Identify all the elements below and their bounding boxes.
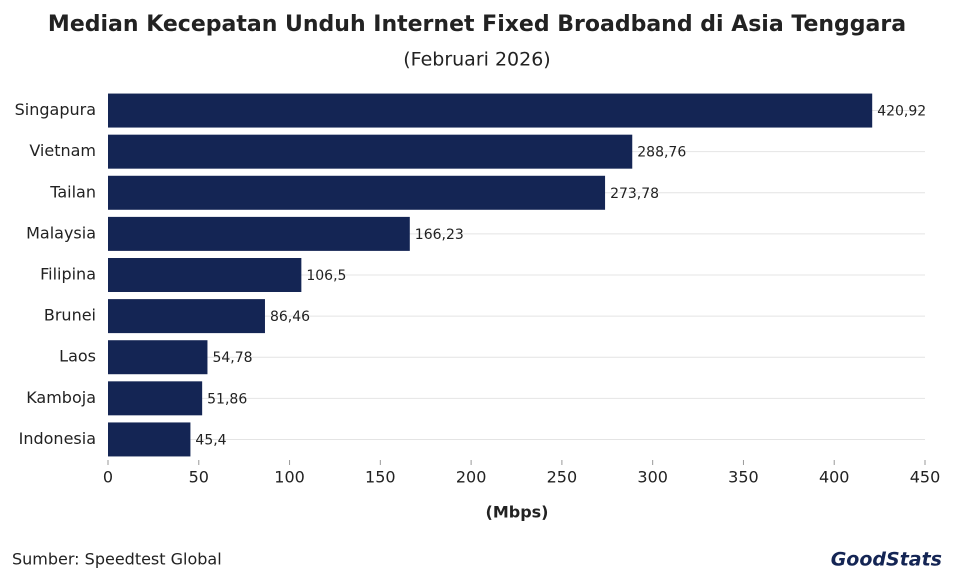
x-tick-label: 350 [728,468,759,487]
chart-title: Median Kecepatan Unduh Internet Fixed Br… [48,12,906,37]
y-tick-label: Tailan [49,182,96,201]
y-tick-label: Filipina [40,265,96,284]
x-tick-label: 150 [365,468,396,487]
value-label: 273,78 [610,186,659,202]
y-tick-label: Malaysia [26,223,96,242]
y-tick-label: Kamboja [26,388,96,407]
x-tick-label: 100 [274,468,305,487]
x-tick-label: 400 [819,468,850,487]
value-label: 86,46 [270,309,310,325]
source-note: Sumber: Speedtest Global [12,550,222,569]
bar [108,340,208,375]
bar [108,299,265,334]
x-axis-label: (Mbps) [486,503,549,522]
bar [108,258,302,292]
bar [108,216,410,251]
bar [108,422,191,457]
bar [108,93,873,128]
bar [108,381,203,416]
logo: GoodStats [831,549,942,571]
chart-subtitle: (Februari 2026) [403,49,550,71]
x-tick-label: 200 [456,468,487,487]
x-tick-label: 450 [910,468,941,487]
x-tick-label: 300 [637,468,668,487]
value-label: 51,86 [207,391,247,407]
y-tick-label: Vietnam [29,141,96,160]
value-label: 420,92 [877,104,926,120]
y-tick-label: Indonesia [19,429,96,448]
x-tick-label: 50 [189,468,209,487]
value-label: 288,76 [637,145,686,161]
value-label: 106,5 [306,268,346,284]
x-tick-label: 250 [547,468,578,487]
bar [108,175,606,210]
y-tick-label: Brunei [44,306,96,325]
value-label: 54,78 [212,350,252,366]
x-tick-label: 0 [103,468,113,487]
bar [108,134,633,169]
value-label: 45,4 [195,432,226,448]
y-tick-label: Laos [59,347,96,366]
y-tick-label: Singapura [15,100,96,119]
value-label: 166,23 [415,227,464,243]
